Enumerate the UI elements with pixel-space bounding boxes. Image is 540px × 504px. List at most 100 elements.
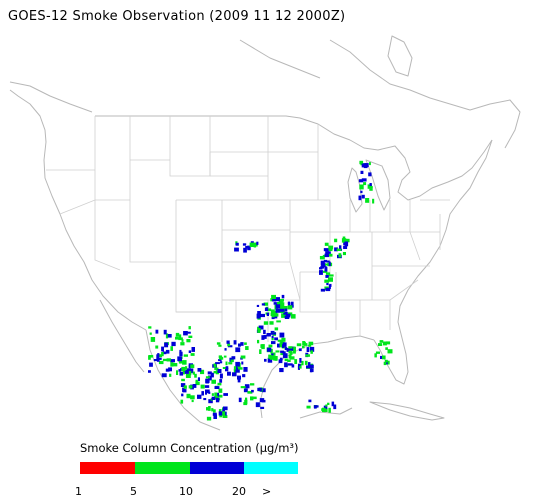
smoke-pixel [284, 347, 288, 351]
mexico-coast [145, 329, 221, 431]
smoke-pixel [208, 375, 212, 381]
legend-tick-1: 1 [75, 485, 82, 498]
smoke-pixel [305, 354, 310, 357]
smoke-pixel [280, 353, 285, 356]
smoke-pixel [269, 355, 274, 360]
smoke-pixel [218, 344, 222, 347]
smoke-pixel [185, 373, 191, 378]
smoke-pixel [365, 198, 370, 203]
smoke-pixel [384, 359, 388, 363]
smoke-pixel [272, 332, 277, 335]
newfoundland [387, 35, 413, 77]
smoke-pixel [165, 368, 170, 372]
smoke-pixel [191, 347, 195, 352]
smoke-pixel [238, 343, 241, 347]
smoke-pixel [325, 287, 331, 292]
smoke-pixel [275, 350, 280, 353]
smoke-pixel [214, 392, 218, 397]
smoke-pixel [319, 270, 323, 275]
smoke-pixel [283, 306, 288, 310]
smoke-pixel [170, 359, 175, 363]
smoke-pixel [217, 394, 223, 398]
smoke-pixel [387, 349, 393, 354]
smoke-pixel [320, 288, 325, 292]
smoke-pixel [369, 183, 372, 186]
smoke-pixel [150, 337, 156, 342]
smoke-pixel [273, 352, 276, 356]
smoke-pixel [247, 245, 251, 251]
smoke-pixel [186, 368, 189, 372]
smoke-pixel [261, 344, 265, 350]
smoke-pixel [271, 337, 274, 341]
smoke-pixel [186, 393, 191, 399]
smoke-pixel [270, 348, 273, 354]
smoke-pixel [326, 260, 330, 263]
smoke-pixel [206, 416, 212, 421]
smoke-pixel [279, 308, 285, 312]
smoke-pixel [177, 356, 182, 362]
smoke-pixel [282, 352, 285, 355]
smoke-pixel [319, 256, 323, 260]
smoke-pixel [343, 245, 348, 249]
smoke-pixel [219, 356, 224, 360]
state-lines-2 [46, 152, 269, 271]
smoke-pixel [194, 373, 197, 378]
smoke-pixel [217, 369, 222, 373]
smoke-pixel [185, 366, 188, 370]
smoke-pixel [207, 371, 212, 375]
smoke-pixel [333, 404, 337, 410]
smoke-pixel [149, 362, 153, 367]
smoke-pixel [208, 406, 211, 411]
smoke-pixel [182, 360, 187, 365]
smoke-pixel [180, 383, 186, 387]
smoke-pixel [235, 347, 241, 353]
smoke-pixel [263, 302, 269, 306]
smoke-pixel [367, 184, 372, 189]
smoke-pixel [247, 391, 253, 394]
smoke-pixel [370, 186, 373, 189]
smoke-pixel [180, 368, 183, 371]
smoke-pixel [230, 359, 234, 363]
smoke-pixel [266, 308, 272, 312]
smoke-pixel [261, 303, 265, 306]
smoke-pixel [284, 316, 290, 319]
smoke-pixel [240, 386, 246, 389]
smoke-pixel [182, 389, 187, 393]
smoke-pixel [175, 336, 179, 340]
smoke-pixel [200, 384, 205, 389]
smoke-pixel [243, 247, 247, 253]
smoke-pixel [222, 409, 225, 413]
smoke-pixel [383, 361, 387, 366]
smoke-pixel [268, 344, 273, 348]
great-lakes [349, 139, 493, 201]
smoke-pixel [165, 333, 169, 339]
smoke-pixel [279, 368, 284, 373]
smoke-pixel [274, 337, 278, 341]
smoke-pixel [324, 253, 329, 258]
smoke-pixel [263, 321, 269, 325]
smoke-pixel [243, 367, 248, 372]
state-lines-3 [175, 199, 301, 313]
smoke-pixel [179, 371, 184, 376]
smoke-pixel [245, 346, 249, 350]
smoke-pixel [181, 339, 184, 342]
smoke-pixel [197, 394, 202, 399]
smoke-pixel [291, 314, 296, 319]
smoke-pixel [183, 331, 188, 336]
smoke-pixel [214, 367, 219, 371]
smoke-pixel [328, 245, 334, 250]
smoke-pixel [324, 408, 328, 412]
smoke-pixel [226, 340, 230, 344]
smoke-pixel [216, 342, 221, 345]
smoke-pixel [159, 354, 163, 358]
smoke-pixel [288, 350, 293, 354]
smoke-pixel [263, 329, 266, 334]
smoke-pixel [266, 333, 271, 337]
smoke-pixel [292, 349, 296, 354]
smoke-pixel [361, 178, 367, 182]
smoke-pixel [188, 370, 192, 376]
smoke-pixel [227, 371, 231, 376]
smoke-pixel [158, 360, 164, 365]
smoke-pixel [271, 341, 276, 345]
legend-tick-5: 5 [130, 485, 137, 498]
